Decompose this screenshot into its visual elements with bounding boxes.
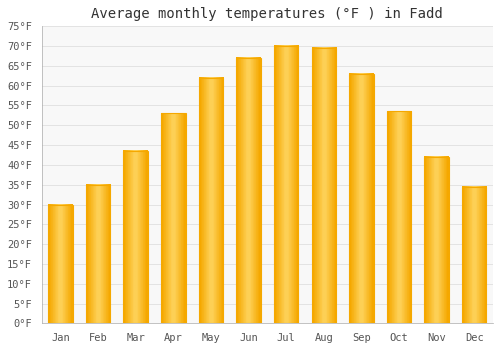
Bar [161,113,186,323]
Bar [462,187,486,323]
Bar [48,204,72,323]
Bar [424,157,449,323]
Bar [124,151,148,323]
Bar [198,78,223,323]
Title: Average monthly temperatures (°F ) in Fadd: Average monthly temperatures (°F ) in Fa… [92,7,443,21]
Bar [274,46,298,323]
Bar [236,58,261,323]
Bar [312,48,336,323]
Bar [86,185,110,323]
Bar [349,74,374,323]
Bar [387,111,411,323]
